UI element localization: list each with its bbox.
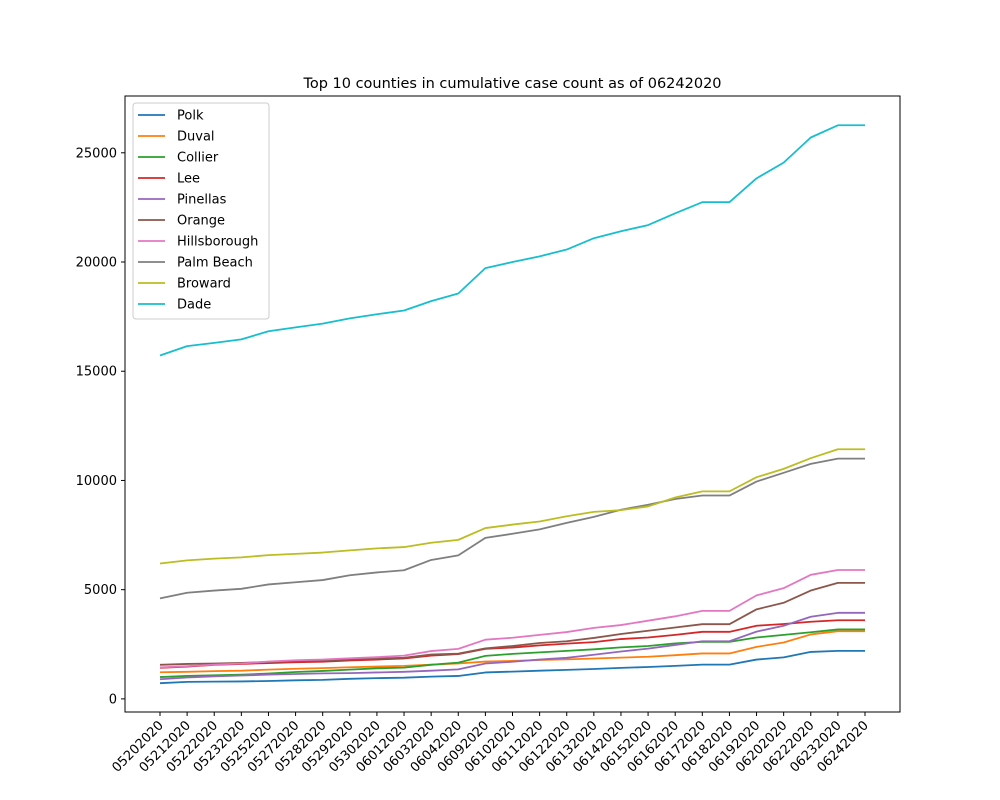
- legend-box: [132, 102, 270, 320]
- legend-label: Polk: [177, 109, 204, 124]
- legend-label: Hillsborough: [177, 235, 258, 250]
- series-line-palm-beach: [159, 457, 865, 600]
- y-tick-label: 10000: [76, 474, 117, 489]
- y-tick-label: 5000: [84, 583, 117, 598]
- x-axis: 0520202005212020052220200523202005252020…: [109, 712, 872, 776]
- legend-label: Lee: [177, 172, 200, 187]
- legend-label: Broward: [177, 277, 231, 292]
- y-tick-label: 25000: [76, 146, 117, 161]
- series-line-broward: [159, 448, 865, 565]
- chart-title: Top 10 counties in cumulative case count…: [302, 76, 721, 92]
- series-line-polk: [159, 649, 865, 685]
- legend-label: Palm Beach: [177, 256, 253, 271]
- legend-label: Collier: [177, 151, 219, 166]
- series-line-hillsborough: [159, 569, 865, 669]
- y-axis: 0 5000 10000 15000 20000 25000: [76, 146, 125, 707]
- legend-label: Pinellas: [177, 193, 227, 208]
- y-tick-label: 15000: [76, 365, 117, 380]
- series-lines: [159, 124, 865, 685]
- legend-label: Duval: [177, 130, 215, 145]
- series-line-lee: [159, 619, 865, 669]
- series-line-pinellas: [159, 611, 865, 681]
- legend-label: Dade: [177, 298, 211, 313]
- series-line-collier: [159, 628, 865, 678]
- legend: Polk Duval Collier Lee Pinellas Orange Hillsbo…: [132, 102, 270, 320]
- legend-label: Orange: [177, 214, 225, 229]
- y-tick-label: 20000: [76, 256, 117, 271]
- series-line-dade: [159, 124, 865, 357]
- y-tick-label: 0: [109, 692, 117, 707]
